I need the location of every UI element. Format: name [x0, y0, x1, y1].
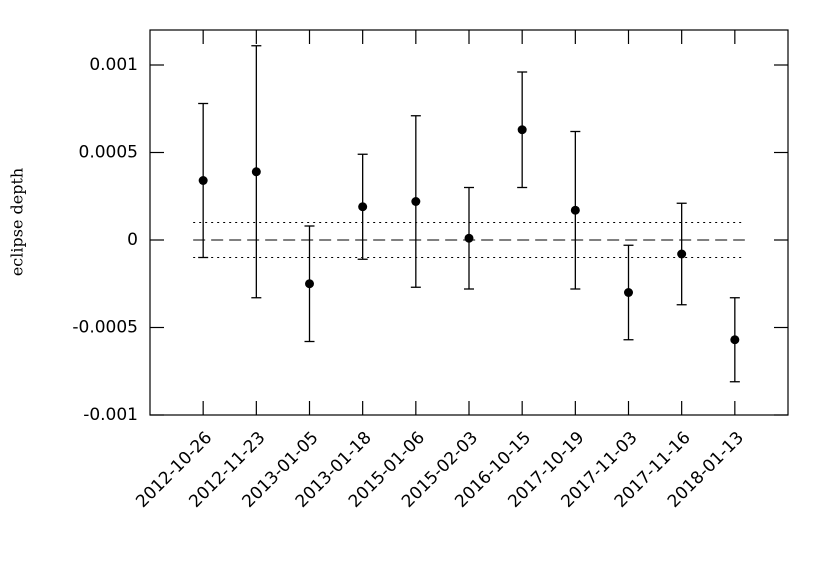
data-point — [305, 279, 314, 289]
y-tick-label: 0 — [127, 230, 138, 250]
y-tick-label: 0.001 — [89, 55, 138, 75]
y-axis-label: eclipse depth — [8, 168, 27, 276]
data-point — [730, 335, 740, 345]
data-point — [358, 202, 368, 212]
data-point — [464, 233, 474, 243]
data-point — [411, 197, 421, 206]
data-point — [677, 249, 687, 259]
data-point — [251, 167, 261, 177]
data-point — [198, 176, 208, 185]
y-tick-label: 0.0005 — [79, 143, 138, 163]
data-point — [570, 205, 580, 215]
data-point — [624, 288, 633, 297]
data-point — [517, 125, 527, 135]
y-tick-label: -0.001 — [83, 405, 138, 425]
y-tick-label: -0.0005 — [72, 318, 138, 338]
